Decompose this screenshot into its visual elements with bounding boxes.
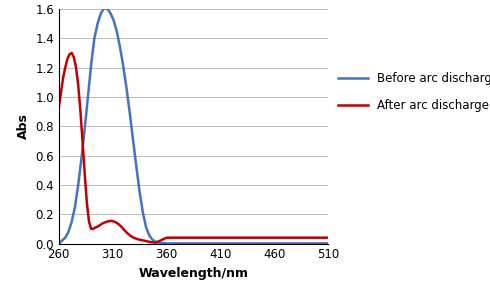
After arc discharge xyxy=(115,222,121,225)
Before arc discharge xyxy=(101,7,107,10)
After arc discharge xyxy=(84,201,90,204)
Before arc discharge xyxy=(88,63,94,67)
Before arc discharge xyxy=(325,242,331,245)
After arc discharge xyxy=(105,219,111,223)
Before arc discharge xyxy=(104,7,110,11)
Before arc discharge xyxy=(111,19,117,23)
After arc discharge xyxy=(58,91,64,94)
After arc discharge xyxy=(75,83,81,87)
After arc discharge xyxy=(147,240,153,244)
Before arc discharge xyxy=(130,139,136,143)
Before arc discharge xyxy=(121,66,126,69)
After arc discharge xyxy=(56,105,62,109)
Before arc discharge xyxy=(143,226,149,229)
After arc discharge xyxy=(185,236,191,239)
Before arc discharge xyxy=(69,220,74,223)
After arc discharge xyxy=(90,227,96,231)
After arc discharge xyxy=(122,229,127,232)
Before arc discharge xyxy=(156,241,162,244)
After arc discharge xyxy=(88,227,94,231)
After arc discharge xyxy=(67,53,73,56)
Before arc discharge xyxy=(127,113,133,116)
Before arc discharge xyxy=(159,241,165,245)
After arc discharge xyxy=(125,232,131,235)
Before arc discharge xyxy=(92,37,98,40)
After arc discharge xyxy=(141,239,147,242)
After arc discharge xyxy=(138,238,144,242)
After arc discharge xyxy=(95,225,100,228)
Legend: Before arc discharge, After arc discharge: Before arc discharge, After arc discharg… xyxy=(334,68,490,117)
Before arc discharge xyxy=(56,242,62,245)
After arc discharge xyxy=(131,236,137,240)
After arc discharge xyxy=(325,236,331,239)
Before arc discharge xyxy=(85,95,91,99)
After arc discharge xyxy=(144,240,150,243)
Before arc discharge xyxy=(137,190,143,194)
Before arc discharge xyxy=(124,88,130,91)
Before arc discharge xyxy=(82,127,88,131)
Before arc discharge xyxy=(117,47,123,50)
Before arc discharge xyxy=(149,238,155,242)
Before arc discharge xyxy=(62,236,68,239)
After arc discharge xyxy=(69,51,74,55)
Before arc discharge xyxy=(133,165,139,169)
Before arc discharge xyxy=(72,205,78,209)
Before arc discharge xyxy=(75,183,81,187)
After arc discharge xyxy=(82,171,88,175)
Before arc discharge xyxy=(66,230,72,234)
Before arc discharge xyxy=(59,239,65,242)
After arc discharge xyxy=(109,219,115,222)
Before arc discharge xyxy=(140,211,146,214)
Before arc discharge xyxy=(95,22,100,25)
Before arc discharge xyxy=(153,240,159,244)
Before arc discharge xyxy=(174,242,180,245)
After arc discharge xyxy=(86,220,92,223)
Before arc discharge xyxy=(164,242,170,245)
After arc discharge xyxy=(93,226,98,229)
After arc discharge xyxy=(112,220,118,224)
After arc discharge xyxy=(60,76,66,80)
Line: Before arc discharge: Before arc discharge xyxy=(59,8,328,244)
Before arc discharge xyxy=(185,242,191,245)
Before arc discharge xyxy=(78,157,84,160)
After arc discharge xyxy=(128,234,134,238)
After arc discharge xyxy=(102,220,108,224)
After arc discharge xyxy=(164,236,170,239)
Before arc discharge xyxy=(98,12,104,15)
Before arc discharge xyxy=(114,31,120,34)
After arc discharge xyxy=(77,108,83,112)
After arc discharge xyxy=(153,241,159,244)
After arc discharge xyxy=(135,237,141,241)
After arc discharge xyxy=(97,223,103,227)
Y-axis label: Abs: Abs xyxy=(17,113,29,139)
After arc discharge xyxy=(73,66,79,69)
After arc discharge xyxy=(71,56,77,59)
Line: After arc discharge: After arc discharge xyxy=(59,53,328,243)
After arc discharge xyxy=(65,57,71,61)
After arc discharge xyxy=(62,66,68,69)
After arc discharge xyxy=(99,222,105,225)
After arc discharge xyxy=(119,225,124,228)
Before arc discharge xyxy=(147,234,152,237)
After arc discharge xyxy=(79,139,85,143)
Before arc discharge xyxy=(108,12,114,15)
X-axis label: Wavelength/nm: Wavelength/nm xyxy=(139,267,248,280)
